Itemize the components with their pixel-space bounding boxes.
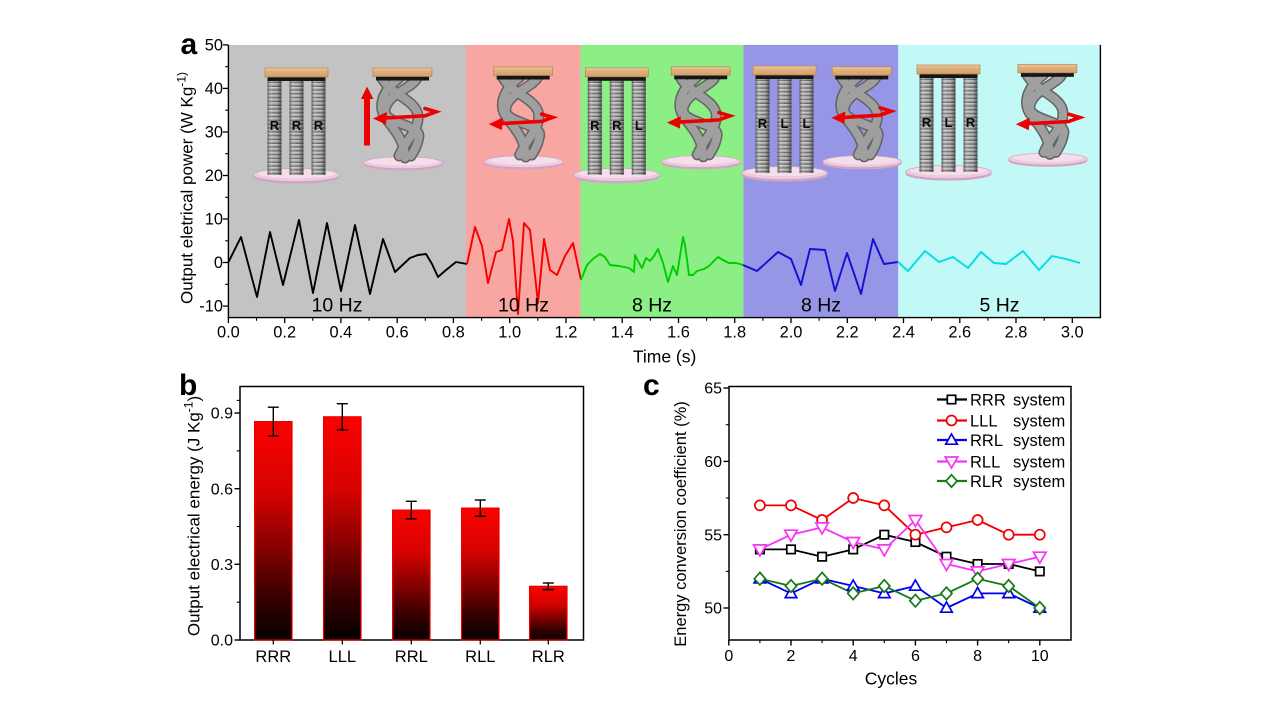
svg-text:10 Hz: 10 Hz bbox=[312, 295, 363, 317]
svg-text:b: b bbox=[179, 369, 197, 402]
svg-text:a: a bbox=[181, 28, 198, 61]
svg-text:1.6: 1.6 bbox=[667, 324, 690, 342]
svg-text:10 Hz: 10 Hz bbox=[498, 295, 549, 317]
svg-text:c: c bbox=[643, 369, 660, 402]
svg-text:2.6: 2.6 bbox=[948, 324, 971, 342]
svg-text:30: 30 bbox=[205, 124, 223, 142]
svg-text:0.6: 0.6 bbox=[211, 481, 233, 498]
svg-text:10: 10 bbox=[1031, 648, 1049, 665]
svg-text:0.8: 0.8 bbox=[442, 324, 465, 342]
svg-text:2.2: 2.2 bbox=[836, 324, 859, 342]
svg-text:system: system bbox=[1013, 432, 1065, 450]
svg-text:55: 55 bbox=[704, 527, 722, 544]
svg-text:L: L bbox=[945, 115, 953, 130]
svg-text:1.2: 1.2 bbox=[555, 324, 578, 342]
svg-text:Output electrical energy (J Kg: Output electrical energy (J Kg-1) bbox=[182, 396, 204, 636]
svg-text:system: system bbox=[1013, 412, 1065, 430]
svg-text:2.0: 2.0 bbox=[780, 324, 803, 342]
svg-text:5 Hz: 5 Hz bbox=[979, 295, 1019, 317]
svg-text:2.8: 2.8 bbox=[1005, 324, 1028, 342]
svg-text:Cycles: Cycles bbox=[865, 669, 918, 689]
svg-text:6: 6 bbox=[911, 648, 920, 665]
svg-text:LLL: LLL bbox=[970, 412, 998, 430]
svg-text:R: R bbox=[922, 115, 932, 130]
svg-text:RRR: RRR bbox=[255, 648, 291, 666]
svg-text:0.3: 0.3 bbox=[211, 557, 233, 574]
svg-text:R: R bbox=[758, 116, 768, 131]
svg-text:50: 50 bbox=[704, 601, 722, 618]
svg-text:R: R bbox=[590, 118, 600, 133]
svg-text:50: 50 bbox=[205, 37, 223, 55]
svg-text:0.6: 0.6 bbox=[386, 324, 409, 342]
svg-text:RRL: RRL bbox=[970, 432, 1003, 450]
svg-text:system: system bbox=[1013, 473, 1065, 491]
svg-text:LLL: LLL bbox=[329, 648, 357, 666]
svg-text:0.4: 0.4 bbox=[330, 324, 353, 342]
svg-text:R: R bbox=[966, 115, 976, 130]
svg-text:R: R bbox=[270, 118, 280, 133]
svg-text:L: L bbox=[803, 116, 811, 131]
svg-text:2.4: 2.4 bbox=[892, 324, 915, 342]
svg-text:RLR: RLR bbox=[532, 648, 565, 666]
svg-text:40: 40 bbox=[205, 80, 223, 98]
svg-text:L: L bbox=[781, 116, 789, 131]
svg-text:RLR: RLR bbox=[970, 473, 1003, 491]
svg-text:R: R bbox=[314, 118, 324, 133]
svg-text:0: 0 bbox=[214, 254, 223, 272]
svg-text:10: 10 bbox=[205, 211, 223, 229]
svg-text:RLL: RLL bbox=[465, 648, 495, 666]
svg-text:R: R bbox=[612, 118, 622, 133]
svg-text:Output eletrical power (W Kg-1: Output eletrical power (W Kg-1) bbox=[175, 72, 197, 304]
svg-text:8 Hz: 8 Hz bbox=[632, 295, 672, 317]
svg-text:65: 65 bbox=[704, 381, 722, 398]
svg-text:8: 8 bbox=[973, 648, 982, 665]
svg-text:L: L bbox=[635, 118, 643, 133]
svg-text:1.8: 1.8 bbox=[723, 324, 746, 342]
svg-text:8 Hz: 8 Hz bbox=[801, 295, 841, 317]
svg-text:R: R bbox=[292, 118, 302, 133]
svg-text:0.0: 0.0 bbox=[217, 324, 240, 342]
svg-text:RRL: RRL bbox=[395, 648, 428, 666]
svg-text:RLL: RLL bbox=[970, 453, 1000, 471]
svg-text:Energy conversion coefficient: Energy conversion coefficient (%) bbox=[672, 401, 690, 646]
svg-text:RRR: RRR bbox=[970, 391, 1006, 409]
svg-text:0: 0 bbox=[724, 648, 733, 665]
svg-text:2: 2 bbox=[787, 648, 796, 665]
svg-text:20: 20 bbox=[205, 167, 223, 185]
svg-text:system: system bbox=[1013, 453, 1065, 471]
svg-text:0.2: 0.2 bbox=[273, 324, 296, 342]
svg-text:0.0: 0.0 bbox=[211, 633, 233, 650]
svg-text:4: 4 bbox=[849, 648, 858, 665]
svg-text:system: system bbox=[1013, 391, 1065, 409]
svg-text:3.0: 3.0 bbox=[1061, 324, 1084, 342]
svg-text:0.9: 0.9 bbox=[211, 406, 233, 423]
svg-text:60: 60 bbox=[704, 454, 722, 471]
svg-text:1.4: 1.4 bbox=[611, 324, 634, 342]
svg-text:Time (s): Time (s) bbox=[633, 347, 697, 367]
svg-text:-10: -10 bbox=[199, 298, 223, 316]
svg-text:1.0: 1.0 bbox=[498, 324, 521, 342]
